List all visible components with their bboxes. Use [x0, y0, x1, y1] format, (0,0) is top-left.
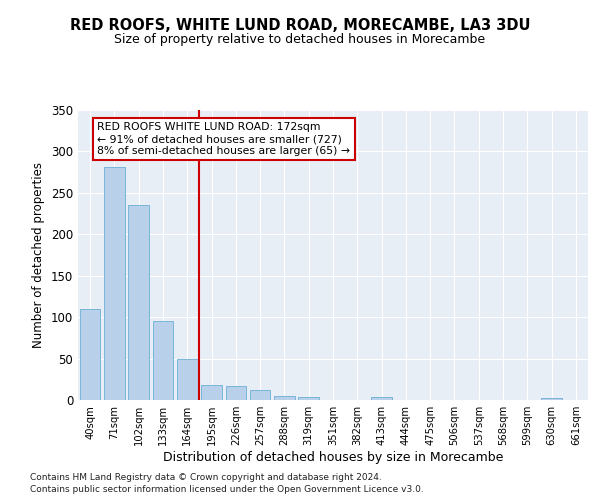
- Text: Distribution of detached houses by size in Morecambe: Distribution of detached houses by size …: [163, 451, 503, 464]
- Bar: [128, 206, 149, 400]
- Text: Size of property relative to detached houses in Morecambe: Size of property relative to detached ho…: [115, 32, 485, 46]
- Bar: [250, 390, 271, 400]
- Bar: [80, 309, 100, 400]
- Bar: [226, 386, 246, 400]
- Bar: [541, 398, 562, 400]
- Bar: [371, 396, 392, 400]
- Text: RED ROOFS, WHITE LUND ROAD, MORECAMBE, LA3 3DU: RED ROOFS, WHITE LUND ROAD, MORECAMBE, L…: [70, 18, 530, 32]
- Bar: [274, 396, 295, 400]
- Bar: [104, 167, 125, 400]
- Text: RED ROOFS WHITE LUND ROAD: 172sqm
← 91% of detached houses are smaller (727)
8% : RED ROOFS WHITE LUND ROAD: 172sqm ← 91% …: [97, 122, 350, 156]
- Bar: [152, 322, 173, 400]
- Bar: [298, 396, 319, 400]
- Text: Contains HM Land Registry data © Crown copyright and database right 2024.: Contains HM Land Registry data © Crown c…: [30, 473, 382, 482]
- Bar: [201, 385, 222, 400]
- Y-axis label: Number of detached properties: Number of detached properties: [32, 162, 46, 348]
- Bar: [177, 360, 197, 400]
- Text: Contains public sector information licensed under the Open Government Licence v3: Contains public sector information licen…: [30, 484, 424, 494]
